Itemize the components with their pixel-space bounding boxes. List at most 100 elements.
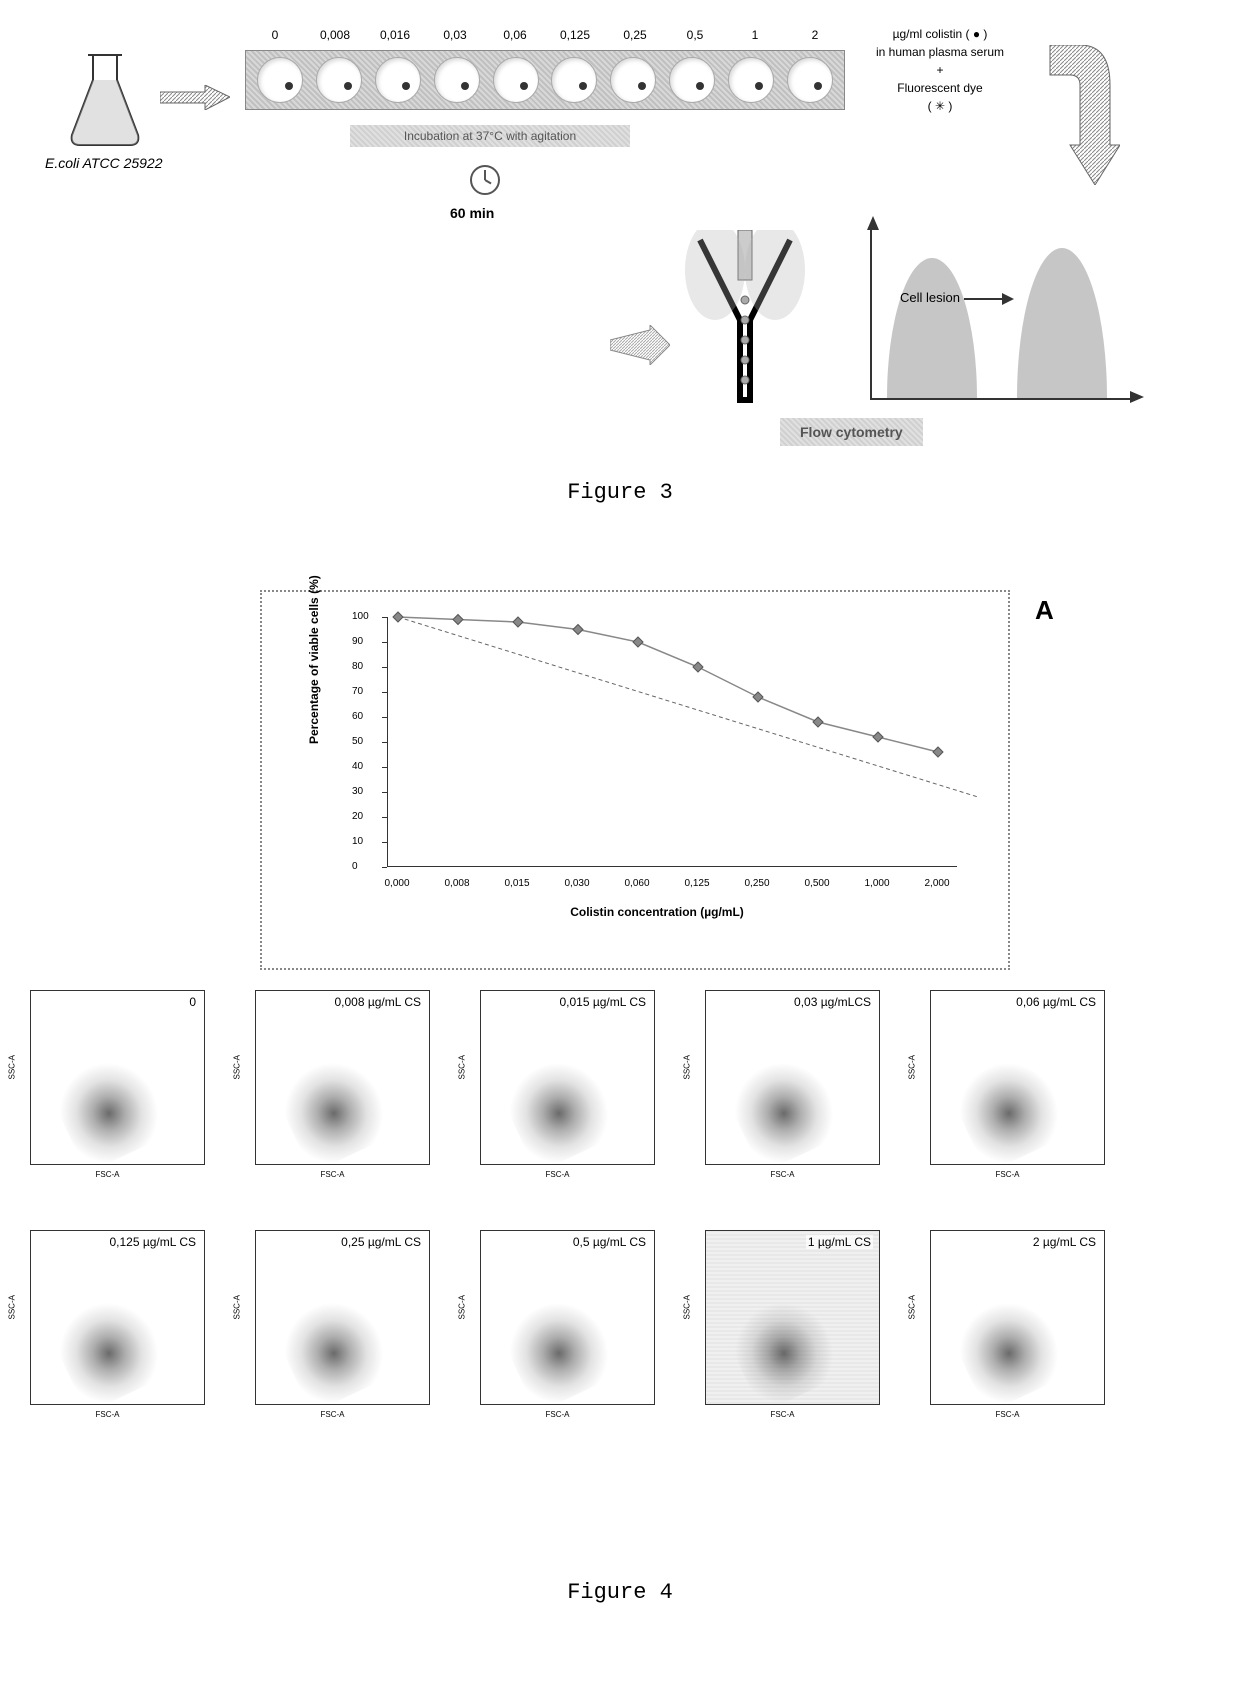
- well: [257, 57, 303, 103]
- scatter-panel: 0SSC-AFSC-A: [10, 990, 205, 1165]
- flask-label: E.coli ATCC 25922: [45, 155, 163, 171]
- x-tick-label: 0,030: [564, 878, 589, 889]
- histogram-peak: [1017, 248, 1107, 398]
- scatter-y-label: SSC-A: [233, 1055, 242, 1079]
- y-tick-label: 50: [352, 736, 363, 747]
- well-conc-label: 0,5: [665, 28, 725, 48]
- scatter-x-label: FSC-A: [910, 1170, 1105, 1179]
- x-tick-label: 0,500: [804, 878, 829, 889]
- x-tick-label: 1,000: [864, 878, 889, 889]
- x-tick-label: 0,250: [744, 878, 769, 889]
- well-conc-label: 0,016: [365, 28, 425, 48]
- y-tick-label: 10: [352, 836, 363, 847]
- y-tick-label: 60: [352, 711, 363, 722]
- scatter-plot: 0,008 µg/mL CS: [255, 990, 430, 1165]
- well: [316, 57, 362, 103]
- scatter-panel: 1 µg/mL CSSSC-AFSC-A: [685, 1230, 880, 1405]
- figure-3-caption: Figure 3: [0, 480, 1240, 505]
- scatter-x-label: FSC-A: [460, 1410, 655, 1419]
- x-tick-label: 0,000: [384, 878, 409, 889]
- scatter-panel: 0,06 µg/mL CSSSC-AFSC-A: [910, 990, 1105, 1165]
- scatter-plot: 0,015 µg/mL CS: [480, 990, 655, 1165]
- y-axis-label: Percentage of viable cells (%): [307, 575, 321, 744]
- well-concentration-labels: 00,0080,0160,030,060,1250,250,512: [245, 28, 845, 48]
- scatter-plot: 0,06 µg/mL CS: [930, 990, 1105, 1165]
- well-conc-label: 0,25: [605, 28, 665, 48]
- well-conc-label: 0,03: [425, 28, 485, 48]
- scatter-x-label: FSC-A: [10, 1410, 205, 1419]
- cell-lesion-label: Cell lesion: [900, 290, 1100, 305]
- panel-a-box: Percentage of viable cells (%) Colistin …: [260, 590, 1010, 970]
- scatter-x-label: FSC-A: [460, 1170, 655, 1179]
- scatter-panel-label: 0,125 µg/mL CS: [107, 1235, 198, 1249]
- x-tick-label: 2,000: [924, 878, 949, 889]
- histogram-chart: [870, 230, 1130, 400]
- figure-3: E.coli ATCC 25922 00,0080,0160,030,060,1…: [50, 20, 1190, 450]
- flask-icon: [60, 50, 150, 150]
- x-tick-label: 0,060: [624, 878, 649, 889]
- x-tick-label: 0,008: [444, 878, 469, 889]
- well: [669, 57, 715, 103]
- y-tick-label: 80: [352, 661, 363, 672]
- arrow-icon: [160, 85, 230, 110]
- scatter-panel-label: 0,03 µg/mLCS: [792, 995, 873, 1009]
- well: [434, 57, 480, 103]
- scatter-x-label: FSC-A: [685, 1410, 880, 1419]
- time-label: 60 min: [450, 205, 494, 221]
- y-tick-label: 90: [352, 636, 363, 647]
- well: [551, 57, 597, 103]
- scatter-plot: 0,03 µg/mLCS: [705, 990, 880, 1165]
- scatter-panel-label: 0: [187, 995, 198, 1009]
- scatter-y-label: SSC-A: [233, 1295, 242, 1319]
- scatter-x-label: FSC-A: [10, 1170, 205, 1179]
- y-tick-label: 20: [352, 811, 363, 822]
- incubation-label: Incubation at 37°C with agitation: [350, 125, 630, 147]
- well-conc-label: 0,06: [485, 28, 545, 48]
- y-tick-label: 30: [352, 786, 363, 797]
- y-tick-label: 70: [352, 686, 363, 697]
- scatter-plot: 2 µg/mL CS: [930, 1230, 1105, 1405]
- scatter-y-label: SSC-A: [8, 1055, 17, 1079]
- flow-cytometry-label: Flow cytometry: [780, 418, 923, 446]
- well: [375, 57, 421, 103]
- scatter-plot: 0: [30, 990, 205, 1165]
- well-conc-label: 2: [785, 28, 845, 48]
- scatter-x-label: FSC-A: [910, 1410, 1105, 1419]
- scatter-y-label: SSC-A: [908, 1295, 917, 1319]
- scatter-x-label: FSC-A: [235, 1410, 430, 1419]
- scatter-panel: 0,015 µg/mL CSSSC-AFSC-A: [460, 990, 655, 1165]
- scatter-panel: 2 µg/mL CSSSC-AFSC-A: [910, 1230, 1105, 1405]
- scatter-panel-label: 0,5 µg/mL CS: [571, 1235, 648, 1249]
- big-arrow-icon: [1040, 45, 1120, 185]
- well-strip: [245, 50, 845, 110]
- well-conc-label: 1: [725, 28, 785, 48]
- well: [610, 57, 656, 103]
- scatter-panel-label: 0,015 µg/mL CS: [557, 995, 648, 1009]
- flow-cytometer-icon: [670, 230, 820, 410]
- clock-icon: [470, 165, 500, 195]
- well: [787, 57, 833, 103]
- scatter-y-label: SSC-A: [683, 1055, 692, 1079]
- viability-line-chart: Percentage of viable cells (%) Colistin …: [332, 607, 982, 907]
- well-conc-label: 0: [245, 28, 305, 48]
- scatter-y-label: SSC-A: [8, 1295, 17, 1319]
- scatter-y-label: SSC-A: [683, 1295, 692, 1319]
- histogram-peak: [887, 258, 977, 398]
- scatter-plot: 0,25 µg/mL CS: [255, 1230, 430, 1405]
- scatter-row: 0,125 µg/mL CSSSC-AFSC-A0,25 µg/mL CSSSC…: [10, 1230, 1105, 1405]
- scatter-panel: 0,5 µg/mL CSSSC-AFSC-A: [460, 1230, 655, 1405]
- scatter-x-label: FSC-A: [685, 1170, 880, 1179]
- scatter-x-label: FSC-A: [235, 1170, 430, 1179]
- scatter-panel: 0,25 µg/mL CSSSC-AFSC-A: [235, 1230, 430, 1405]
- x-tick-label: 0,015: [504, 878, 529, 889]
- scatter-panel-label: 2 µg/mL CS: [1031, 1235, 1098, 1249]
- scatter-y-label: SSC-A: [458, 1295, 467, 1319]
- scatter-panel: 0,008 µg/mL CSSSC-AFSC-A: [235, 990, 430, 1165]
- x-tick-label: 0,125: [684, 878, 709, 889]
- scatter-panel-label: 1 µg/mL CS: [806, 1235, 873, 1249]
- y-tick-label: 40: [352, 761, 363, 772]
- scatter-panel-label: 0,06 µg/mL CS: [1014, 995, 1098, 1009]
- well-conc-label: 0,125: [545, 28, 605, 48]
- scatter-plot: 0,125 µg/mL CS: [30, 1230, 205, 1405]
- scatter-y-label: SSC-A: [908, 1055, 917, 1079]
